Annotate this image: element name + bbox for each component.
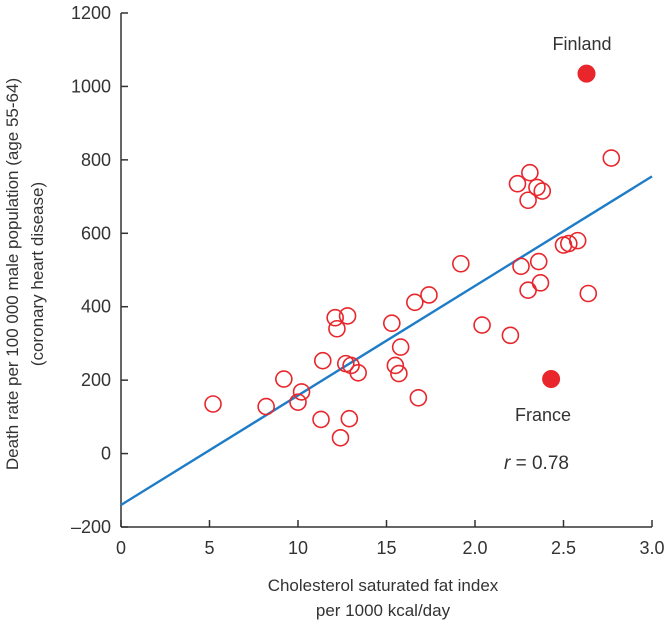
finland-label: Finland (552, 34, 611, 54)
data-points (204, 149, 621, 447)
data-point (349, 363, 367, 382)
data-point (528, 178, 546, 197)
data-point (312, 410, 330, 429)
data-point (383, 314, 401, 333)
data-point (313, 351, 332, 370)
regression-line (120, 175, 653, 506)
data-point (204, 395, 222, 413)
highlighted-points (542, 64, 596, 389)
data-point (275, 370, 293, 388)
data-point (519, 191, 537, 210)
data-point (340, 409, 359, 428)
data-point (257, 397, 275, 416)
data-point (560, 234, 578, 253)
correlation-label: r = 0.78 (504, 453, 569, 474)
data-point (406, 293, 424, 312)
data-point (331, 428, 350, 447)
x-tick-label: 0 (116, 538, 126, 558)
y-tick-labels: –200 0 200 400 600 800 1000 1200 (71, 3, 111, 537)
data-point (338, 307, 357, 325)
data-point (529, 252, 548, 271)
data-point (519, 281, 537, 299)
data-point (326, 308, 344, 327)
data-point (579, 284, 598, 303)
y-axis-title-line2: (coronary heart disease) (28, 182, 47, 366)
data-point (386, 356, 405, 375)
data-point (521, 163, 539, 182)
data-point (289, 393, 307, 411)
r-value: = 0.78 (510, 453, 569, 474)
y-tick-label: 1000 (71, 76, 111, 96)
y-tick-label: 0 (101, 444, 111, 464)
data-point (473, 316, 491, 334)
data-point (512, 257, 530, 276)
data-point (531, 274, 550, 292)
data-point (292, 383, 311, 401)
y-tick-label: –200 (71, 517, 111, 537)
x-tick-label: 10 (288, 538, 308, 558)
data-point (568, 231, 587, 250)
y-tick-label: 400 (81, 297, 111, 317)
data-point (391, 338, 410, 356)
data-point (409, 388, 428, 407)
x-axis-title-line2: per 1000 kcal/day (316, 601, 451, 620)
data-point (508, 174, 527, 193)
x-axis-title-line1: Cholesterol saturated fat index (268, 576, 499, 595)
france-label: France (515, 405, 571, 425)
data-point (390, 364, 408, 383)
data-point (602, 149, 621, 167)
finland-point (577, 64, 596, 83)
y-tick-label: 600 (81, 223, 111, 243)
data-point (420, 286, 438, 304)
data-point (328, 319, 346, 338)
x-tick-label: 15 (376, 538, 396, 558)
axis-ticks (120, 12, 653, 528)
x-tick-labels: 0 5 10 15 2.0 2.5 3.0 (116, 538, 665, 558)
data-point (452, 254, 470, 273)
data-point (501, 326, 520, 345)
y-tick-label: 800 (81, 150, 111, 170)
x-tick-label: 3.0 (639, 538, 664, 558)
x-tick-label: 5 (204, 538, 214, 558)
y-tick-label: 1200 (71, 3, 111, 23)
x-tick-label: 2.0 (462, 538, 487, 558)
x-tick-label: 2.5 (551, 538, 576, 558)
france-point (542, 370, 561, 389)
r-symbol: r (504, 453, 511, 474)
data-point (533, 182, 552, 200)
y-tick-label: 200 (81, 370, 111, 390)
y-axis-title-line1: Death rate per 100 000 male population (… (3, 78, 22, 470)
